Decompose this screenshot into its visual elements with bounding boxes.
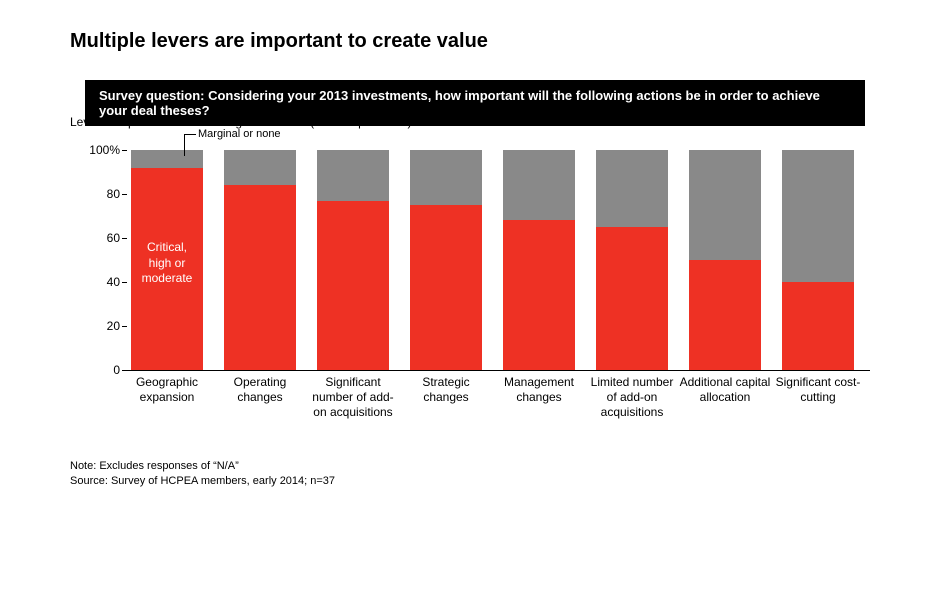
bar-segment-marginal — [503, 150, 575, 220]
bar — [317, 150, 389, 370]
bar-segment-critical — [317, 201, 389, 370]
bar-segment-marginal — [224, 150, 296, 185]
y-tick-label: 0 — [70, 363, 120, 377]
legend-marginal-leader-h — [184, 134, 196, 135]
bar-segment-critical — [410, 205, 482, 370]
bar — [596, 150, 668, 370]
x-tick-label: Geographic expansion — [121, 375, 213, 405]
bar — [224, 150, 296, 370]
stacked-bar-chart: 020406080100% Geographic expansionOperat… — [70, 150, 870, 400]
bar — [689, 150, 761, 370]
bar-segment-critical — [503, 220, 575, 370]
y-tick-label: 20 — [70, 319, 120, 333]
x-tick-label: Strategic changes — [400, 375, 492, 405]
bar-segment-marginal — [131, 150, 203, 168]
legend-marginal-leader-v — [184, 134, 185, 156]
footnote-1: Note: Excludes responses of “N/A” — [70, 460, 239, 472]
x-tick-label: Limited number of add-on acquisitions — [586, 375, 678, 420]
bar-segment-marginal — [596, 150, 668, 227]
bar-segment-marginal — [782, 150, 854, 282]
bar-segment-critical — [689, 260, 761, 370]
bar-segment-critical — [782, 282, 854, 370]
figure-root: Multiple levers are important to create … — [0, 0, 950, 600]
y-tick-label: 60 — [70, 231, 120, 245]
x-tick-label: Significant number of add-on acquisition… — [307, 375, 399, 420]
bar — [782, 150, 854, 370]
bar-segment-marginal — [689, 150, 761, 260]
bar-segment-critical — [596, 227, 668, 370]
legend-marginal-label: Marginal or none — [198, 128, 281, 140]
x-tick-label: Significant cost-cutting — [772, 375, 864, 405]
y-tick-label: 100% — [70, 143, 120, 157]
plot-area — [125, 150, 870, 371]
x-tick-label: Operating changes — [214, 375, 306, 405]
bar-segment-critical — [131, 168, 203, 370]
bar — [131, 150, 203, 370]
bar — [410, 150, 482, 370]
bar — [503, 150, 575, 370]
bar-segment-marginal — [317, 150, 389, 201]
y-tick-label: 40 — [70, 275, 120, 289]
footnote-2: Source: Survey of HCPEA members, early 2… — [70, 475, 335, 487]
y-axis-title: Level of importance to achieving deal th… — [70, 115, 412, 129]
x-tick-label: Management changes — [493, 375, 585, 405]
bar-segment-critical — [224, 185, 296, 370]
y-tick-label: 80 — [70, 187, 120, 201]
bar-segment-marginal — [410, 150, 482, 205]
x-tick-label: Additional capital allocation — [679, 375, 771, 405]
page-title: Multiple levers are important to create … — [70, 30, 488, 53]
